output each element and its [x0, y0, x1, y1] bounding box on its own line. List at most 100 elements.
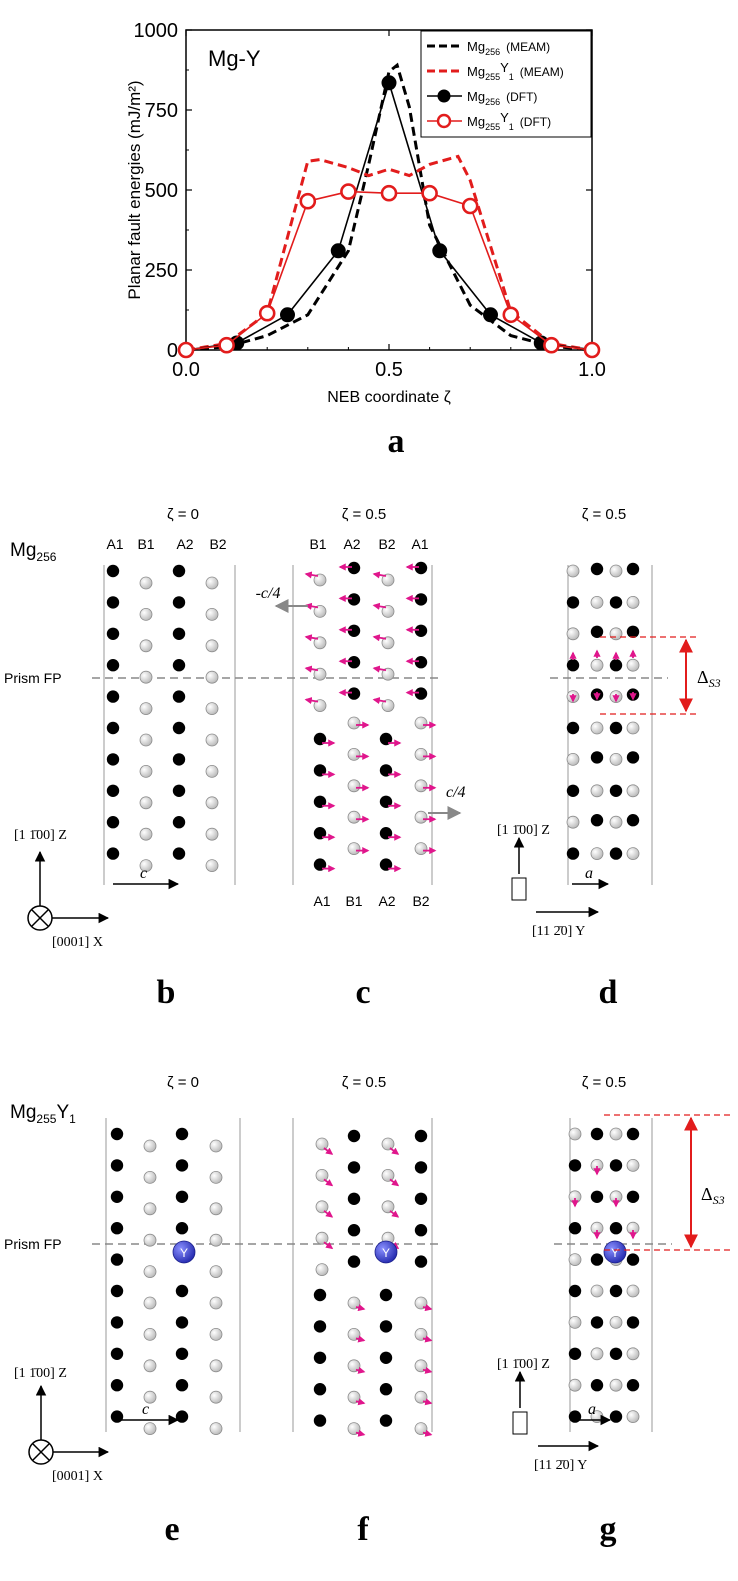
- mg-atom-black: [590, 625, 604, 638]
- mg-atom-black: [110, 1316, 124, 1329]
- series-0: [185, 62, 593, 352]
- mg-atom-grey: [139, 608, 153, 621]
- svg-text:Y: Y: [180, 1246, 188, 1260]
- series-1: [185, 154, 593, 352]
- mg-atom-grey: [315, 1231, 329, 1245]
- mg-atom-black: [106, 784, 120, 797]
- mg-atom-grey: [568, 1253, 582, 1266]
- displacement-arrow: [372, 665, 387, 673]
- mg-atom-black: [379, 1320, 393, 1333]
- mg-atom-black: [566, 596, 580, 609]
- mg-atom-grey: [209, 1296, 223, 1310]
- mg-atom-grey: [143, 1359, 157, 1373]
- displacement-arrow: [304, 665, 319, 673]
- data-point: [432, 243, 448, 259]
- legend-label: Mg255Y1 (DFT): [467, 110, 551, 132]
- x-tick-label: 0.0: [172, 359, 200, 381]
- mg-atom-grey: [347, 1328, 361, 1341]
- mg-atom-grey: [315, 1200, 329, 1214]
- vector-a-top: a: [585, 865, 593, 882]
- mg-atom-grey: [139, 733, 153, 747]
- mg-atom-black: [175, 1347, 189, 1361]
- displacement-arrow: [304, 696, 319, 705]
- legend-entry: Mg256 (MEAM): [427, 39, 550, 57]
- mg-atom-black: [106, 596, 120, 609]
- atoms-panel-f: [313, 1129, 433, 1437]
- column-letter: A2: [343, 536, 360, 552]
- column-letter: A2: [176, 536, 193, 552]
- data-point: [483, 307, 498, 323]
- mg-atom-black: [110, 1379, 124, 1392]
- panel-label-b: b: [157, 974, 176, 1011]
- mg-atom-grey: [414, 748, 428, 761]
- mg-atom-black: [568, 1222, 582, 1235]
- mg-atom-grey: [414, 779, 428, 793]
- mg-atom-black: [110, 1127, 124, 1141]
- mg-atom-black: [566, 784, 580, 797]
- mg-atom-grey: [626, 1347, 640, 1361]
- mg-atom-black: [626, 1253, 640, 1266]
- axis-z-bottom-e: [1 1̄00] Z: [14, 1366, 67, 1381]
- mg-atom-grey: [313, 605, 327, 618]
- mg-atom-grey: [347, 1296, 361, 1310]
- mg-atom-grey: [609, 1127, 623, 1141]
- zeta-label-b: ζ = 0: [167, 506, 199, 523]
- displacement-arrow: [422, 1398, 433, 1406]
- mg-atom-black: [175, 1316, 189, 1329]
- mg-atom-black: [414, 687, 428, 700]
- mg-atom-black: [414, 624, 428, 637]
- data-point: [543, 336, 560, 354]
- mg-atom-grey: [414, 1390, 428, 1404]
- mg-atom-grey: [143, 1202, 157, 1216]
- mg-atom-black: [590, 1190, 604, 1204]
- mg-atom-black: [590, 814, 604, 827]
- mg-atom-black: [609, 659, 623, 672]
- mg-atom-grey: [347, 810, 361, 824]
- displacement-arrow: [323, 1178, 334, 1187]
- mg-atom-grey: [347, 1390, 361, 1404]
- mg-atom-grey: [139, 796, 153, 810]
- mg-atom-grey: [205, 576, 219, 590]
- mg-atom-black: [568, 1410, 582, 1423]
- data-point: [299, 192, 317, 210]
- mg-atom-grey: [209, 1171, 223, 1184]
- mg-atom-black: [313, 1288, 327, 1302]
- mg-atom-black: [110, 1284, 124, 1298]
- mg-atom-grey: [313, 636, 327, 650]
- mg-atom-grey: [205, 796, 219, 810]
- mg-atom-grey: [626, 721, 640, 735]
- column-letter: B2: [378, 536, 395, 552]
- mg-atom-grey: [205, 733, 219, 747]
- mg-atom-black: [172, 659, 186, 672]
- mg-atom-grey: [590, 596, 604, 609]
- mg-atom-grey: [139, 827, 153, 841]
- chart-legend: Mg256 (MEAM) Mg255Y1 (MEAM) Mg256 (DFT) Mg255Y…: [420, 30, 592, 138]
- column-letter: B1: [345, 893, 362, 909]
- mg-atom-grey: [313, 573, 327, 587]
- data-point: [461, 197, 479, 215]
- y-solute-f: Y: [374, 1240, 398, 1264]
- column-letter: A1: [313, 893, 330, 909]
- atoms-panel-e: [110, 1127, 223, 1435]
- mg-atom-black: [590, 1316, 604, 1329]
- mg-atom-grey: [381, 1169, 395, 1182]
- axis-z-top-d: [1 1̄00] Z: [497, 823, 550, 838]
- in-plane-icon: [511, 877, 527, 901]
- displacement-arrow: [355, 1429, 366, 1437]
- mg-atom-black: [175, 1159, 189, 1172]
- mg-atom-black: [106, 690, 120, 703]
- legend-entry: Mg255Y1 (MEAM): [427, 60, 564, 82]
- mg-atom-black: [172, 753, 186, 766]
- mg-atom-black: [106, 847, 120, 860]
- mg-atom-grey: [590, 1347, 604, 1361]
- mg-atom-black: [347, 624, 361, 637]
- displacement-arrow: [422, 1335, 433, 1343]
- mg-atom-black: [172, 721, 186, 735]
- mg-atom-black: [609, 1284, 623, 1298]
- mg-atom-grey: [590, 721, 604, 735]
- data-point: [218, 336, 235, 354]
- mg-atom-black: [609, 721, 623, 735]
- mg-atom-grey: [626, 847, 640, 860]
- mg-atom-grey: [414, 810, 428, 824]
